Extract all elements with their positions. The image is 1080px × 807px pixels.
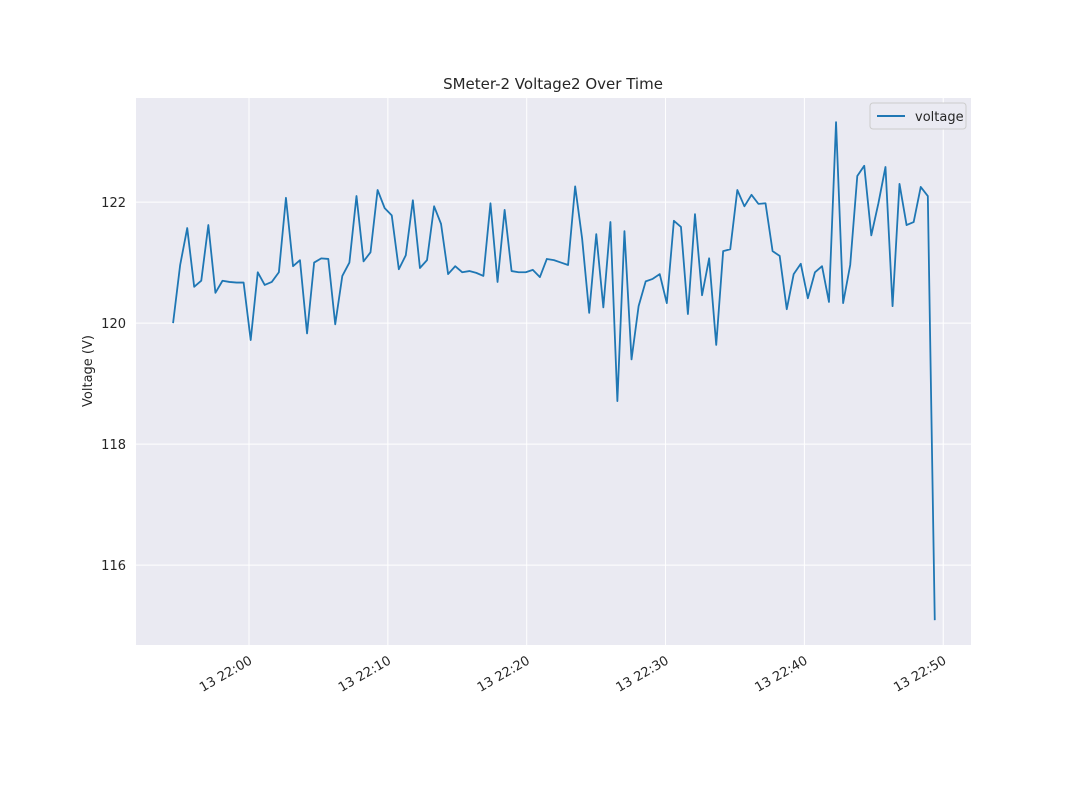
x-tick-label: 13 22:40 — [753, 653, 811, 695]
x-tick-label: 13 22:50 — [891, 653, 949, 695]
legend-label: voltage — [915, 110, 964, 125]
x-tick-label: 13 22:00 — [197, 653, 255, 695]
legend: voltage — [869, 102, 967, 130]
legend-box — [869, 102, 967, 130]
y-tick-label: 120 — [101, 317, 126, 332]
x-tick-label: 13 22:20 — [475, 653, 533, 695]
y-axis-label: Voltage (V) — [81, 335, 96, 407]
y-tick-label: 118 — [101, 438, 126, 453]
chart-title: SMeter-2 Voltage2 Over Time — [443, 75, 663, 93]
y-tick-label: 116 — [101, 559, 126, 574]
data-line — [172, 121, 936, 621]
y-tick-label: 122 — [101, 196, 126, 211]
x-tick-label: 13 22:10 — [336, 653, 394, 695]
x-tick-label: 13 22:30 — [614, 653, 672, 695]
plot-area — [136, 98, 971, 645]
